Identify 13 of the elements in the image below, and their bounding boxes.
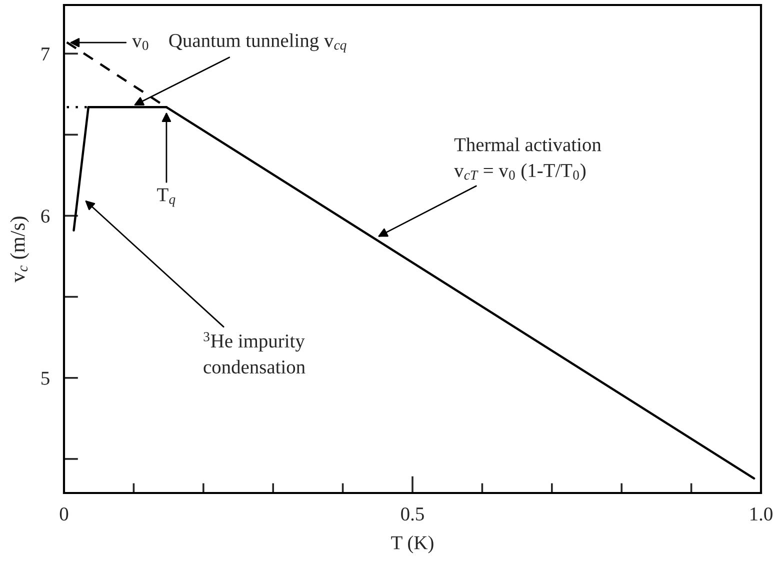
y-tick-label: 6 bbox=[41, 210, 50, 223]
y-tick-label: 7 bbox=[42, 48, 50, 60]
x-tick-label: 1.0 bbox=[750, 507, 772, 521]
x-tick-label: 0 bbox=[60, 507, 68, 521]
annotation: v$_{0}$ bbox=[132, 38, 148, 50]
annotation: T$_{q}$ bbox=[157, 188, 176, 207]
x-tick-label: 0.5 bbox=[401, 507, 424, 521]
annotation: $^{3}$He impurity condensation bbox=[204, 332, 306, 374]
annotation: Quantum tunneling v$_{cq}$ bbox=[169, 33, 346, 52]
y-axis-title: v$_{c}$ (m/s) bbox=[10, 216, 30, 282]
y-tick-label: 5 bbox=[42, 372, 50, 385]
annotation: Thermal activation v$_{cT}$ = v$_{0}$ (1-T/T$_{0}$) bbox=[454, 138, 602, 182]
x-axis-title: T (K) bbox=[391, 536, 434, 554]
